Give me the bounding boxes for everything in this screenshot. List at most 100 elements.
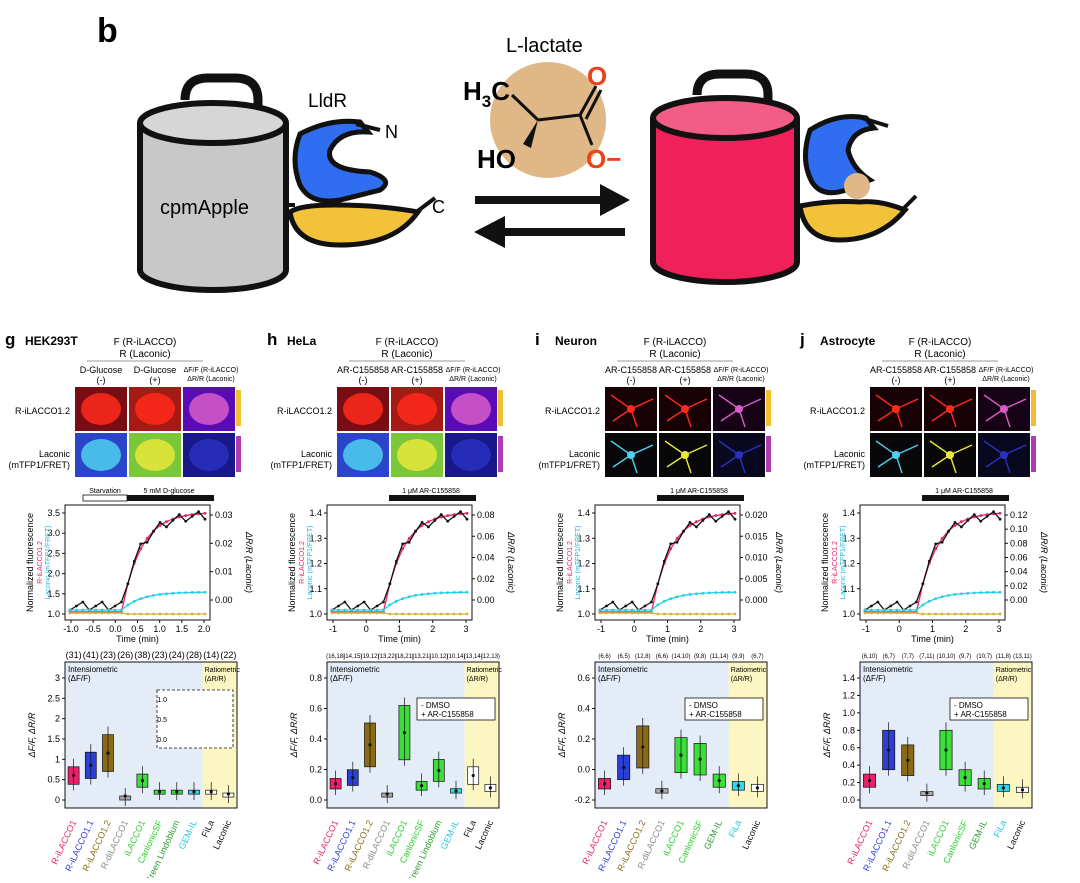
trace-point: [132, 612, 136, 616]
trace-point: [459, 510, 462, 514]
row1-label: R-iLACCO1.2: [545, 406, 600, 416]
trace-point: [934, 597, 938, 601]
r-label: R (Laconic): [914, 349, 965, 360]
trace-yellow: [332, 612, 467, 615]
trace-point: [459, 612, 462, 616]
trace-point: [375, 611, 379, 615]
y2tick-label: 0.03: [215, 510, 233, 520]
box-ytick-label: 0.0: [842, 795, 855, 805]
trace-point: [165, 525, 168, 529]
trace-point: [895, 611, 899, 615]
row2-label: Laconic: [39, 449, 71, 459]
trace-point: [465, 517, 469, 521]
trace-point: [120, 611, 123, 615]
trace-point: [966, 591, 970, 595]
panel-j-letter: j: [799, 330, 805, 349]
inset-tick: 0.5: [157, 717, 167, 724]
mean-1: [351, 776, 355, 780]
trace-point: [643, 611, 647, 615]
trace-point: [100, 611, 104, 615]
trace-point: [203, 612, 207, 616]
trace-point: [401, 612, 405, 616]
ytick-label: 1.3: [842, 533, 855, 543]
group-count: (12,13): [481, 654, 500, 660]
colorbar-2: [766, 436, 771, 472]
trace-point: [714, 612, 718, 616]
cond-plus-sign: (+): [411, 375, 422, 385]
trace-point: [998, 517, 1002, 521]
trace-point: [375, 604, 379, 608]
trace-point: [870, 608, 873, 612]
trace-point: [921, 603, 925, 607]
panel-title: Neuron: [555, 334, 597, 348]
n-tail-bound: [861, 116, 889, 128]
f-label: F (R-iLACCO): [376, 337, 439, 348]
trace-point: [113, 611, 117, 615]
trace-point: [427, 592, 430, 596]
trace-point: [446, 514, 450, 517]
ylabel-sensor: R-iLACCO1.2: [832, 541, 839, 584]
trace-point: [177, 612, 181, 616]
xtick-label: -1: [597, 624, 605, 634]
trace-point: [960, 592, 963, 596]
y2tick-label: 0.06: [477, 531, 495, 541]
ratiometric-label: Ratiometric: [205, 667, 241, 674]
trace-point: [630, 608, 634, 612]
xtick-label: 1.5: [176, 624, 189, 634]
trace-point: [362, 611, 366, 615]
trace-point: [895, 600, 899, 604]
trace-r-ilacco: [865, 512, 1001, 613]
trace-point: [605, 608, 608, 612]
trace-point: [427, 525, 430, 529]
trace-point: [356, 604, 360, 608]
cond-plus-sign: (+): [944, 375, 955, 385]
trace-point: [985, 514, 989, 518]
equilibrium-arrows: [474, 184, 630, 248]
trace-point: [675, 540, 679, 544]
f-label: F (R-iLACCO): [644, 337, 707, 348]
box-ytick-label: 0.2: [309, 765, 322, 775]
trace-point: [630, 600, 634, 604]
trace-point: [972, 591, 976, 595]
trace-point: [171, 591, 175, 595]
xtick-label: 3: [463, 624, 468, 634]
trace-point: [876, 600, 880, 604]
ratiometric-unit: (ΔR/R): [467, 676, 488, 683]
cond-minus-sign: (-): [892, 375, 901, 385]
timecourse-frame: [326, 504, 473, 621]
trace-point: [921, 612, 925, 616]
trace-point: [688, 524, 692, 527]
trace-point: [382, 600, 385, 604]
group-count: (6,5): [617, 654, 629, 660]
legend-dmso: - DMSO: [954, 701, 983, 710]
mean-4: [679, 753, 683, 757]
group-count: (14): [203, 650, 219, 660]
legend-arc: + AR-C155858: [689, 710, 742, 719]
intensiometric-unit: (ΔF/F): [68, 674, 91, 683]
trace-point: [171, 612, 175, 616]
trace-point: [889, 611, 893, 615]
cell-processes: [718, 394, 762, 428]
legend-arc: + AR-C155858: [421, 710, 474, 719]
trace-laconic-ratio: [599, 510, 736, 611]
box-ytick-label: 0.6: [842, 743, 855, 753]
trace-point: [113, 608, 117, 612]
trace-point: [695, 592, 698, 596]
trace-point: [343, 608, 347, 612]
sensor-label-7: FiLa: [727, 819, 743, 839]
trace-point: [197, 612, 200, 616]
trace-point: [120, 608, 123, 612]
xtick-label: 2: [963, 624, 968, 634]
colorbar-1: [1031, 390, 1036, 426]
box-ytick-label: 0.5: [47, 775, 60, 785]
row1-label: R-iLACCO1.2: [277, 406, 332, 416]
intensiometric-unit: (ΔF/F): [330, 674, 353, 683]
row2-label: Laconic: [569, 449, 601, 459]
cell-signal: [397, 393, 437, 425]
trace-point: [184, 519, 188, 523]
panel-b: b cpmApple LldR N C L-lactate H3C HO: [97, 12, 918, 293]
intensiometric-label: Intensiometric: [598, 665, 648, 674]
mean-3: [925, 791, 929, 795]
box-ytick-label: -0.2: [574, 795, 590, 805]
trace-point: [882, 608, 886, 612]
